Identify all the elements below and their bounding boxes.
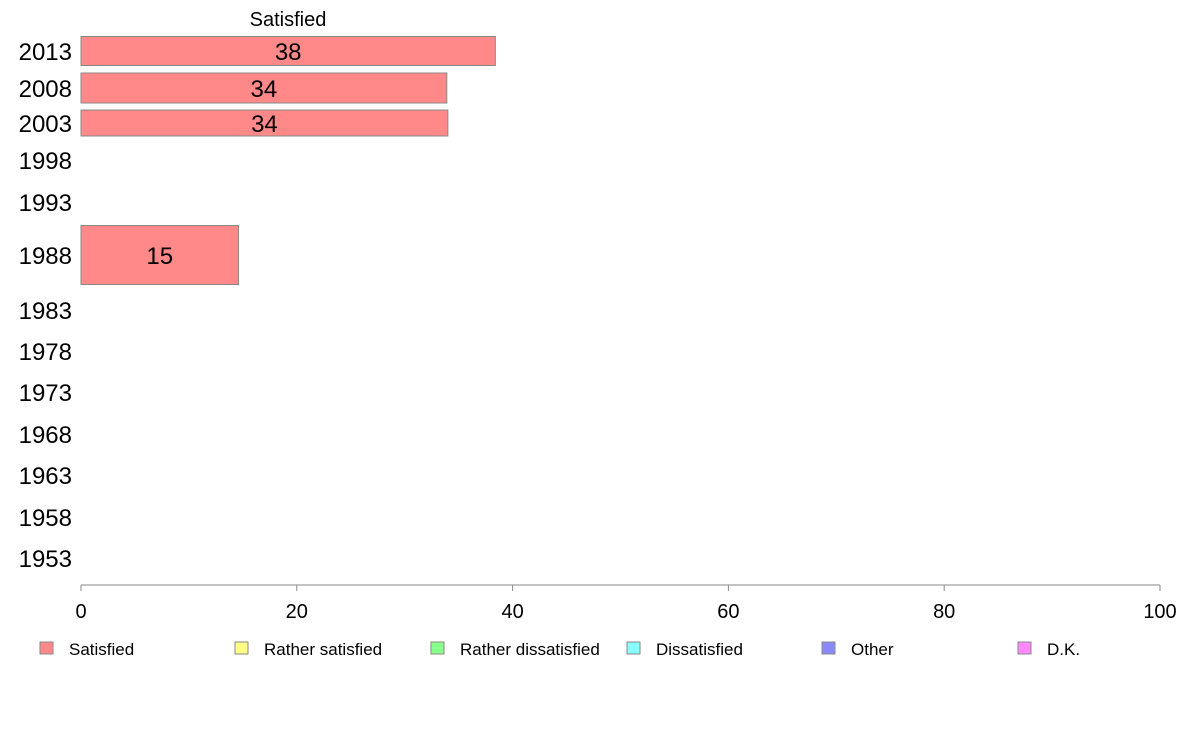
legend-label-rather-dissatisfied: Rather dissatisfied bbox=[460, 640, 600, 659]
year-label-1988: 1988 bbox=[19, 243, 72, 270]
year-label-1998: 1998 bbox=[19, 148, 72, 175]
legend: Satisfied Rather satisfied Rather dissatis… bbox=[39, 640, 1080, 659]
legend-swatch-dissatisfied bbox=[626, 641, 641, 655]
legend-swatch-satisfied bbox=[39, 641, 54, 655]
bar-1988-satisfied bbox=[80, 225, 240, 285]
bar-value-label-1988: 15 bbox=[146, 243, 173, 270]
year-label-2013: 2013 bbox=[19, 39, 72, 66]
x-tick-label-100: 100 bbox=[1143, 601, 1176, 623]
year-label-1953: 1953 bbox=[19, 546, 72, 573]
x-tick-label-80: 80 bbox=[933, 601, 955, 623]
legend-swatch-rather-satisfied bbox=[234, 641, 249, 655]
year-label-2003: 2003 bbox=[19, 111, 72, 138]
x-tick-label-20: 20 bbox=[286, 601, 308, 623]
legend-label-dissatisfied: Dissatisfied bbox=[656, 640, 743, 659]
column-header: Satisfied bbox=[250, 9, 327, 31]
bar-2003-satisfied bbox=[80, 109, 449, 137]
legend-swatch-rather-dissatisfied bbox=[430, 641, 445, 655]
year-label-1978: 1978 bbox=[19, 339, 72, 366]
bar-2013-satisfied bbox=[80, 36, 496, 66]
x-tick-label-40: 40 bbox=[501, 601, 523, 623]
bar-2008-satisfied bbox=[80, 72, 448, 104]
year-label-1958: 1958 bbox=[19, 505, 72, 532]
year-label-1973: 1973 bbox=[19, 380, 72, 407]
legend-label-d-k-: D.K. bbox=[1047, 640, 1080, 659]
bar-value-label-2008: 34 bbox=[251, 76, 278, 103]
year-labels-group: 2013 2008 2003 1998 1993 1988 1983 1978 1973 1968… bbox=[19, 39, 72, 573]
year-label-1993: 1993 bbox=[19, 190, 72, 217]
x-tick-label-0: 0 bbox=[75, 601, 86, 623]
year-label-1968: 1968 bbox=[19, 422, 72, 449]
legend-label-rather-satisfied: Rather satisfied bbox=[264, 640, 382, 659]
legend-label-other: Other bbox=[851, 640, 894, 659]
x-tick-label-60: 60 bbox=[717, 601, 739, 623]
bars-group: 38 34 34 15 bbox=[80, 36, 496, 285]
legend-swatch-other bbox=[821, 641, 836, 655]
year-label-1983: 1983 bbox=[19, 298, 72, 325]
bar-value-label-2003: 34 bbox=[251, 111, 278, 138]
legend-swatch-d-k- bbox=[1017, 641, 1032, 655]
year-label-1963: 1963 bbox=[19, 463, 72, 490]
year-label-2008: 2008 bbox=[19, 76, 72, 103]
x-axis: 0 20 40 60 80 100 bbox=[75, 584, 1177, 623]
bar-value-label-2013: 38 bbox=[275, 39, 302, 66]
legend-label-satisfied: Satisfied bbox=[69, 640, 134, 659]
